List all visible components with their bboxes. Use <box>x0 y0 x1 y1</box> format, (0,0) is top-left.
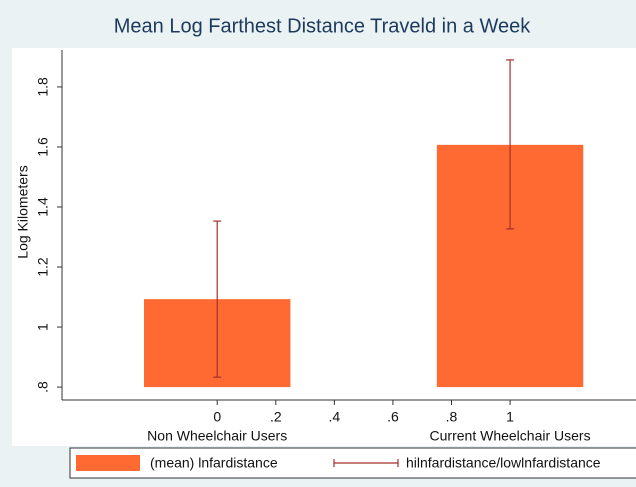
x-tick-label: .6 <box>387 409 399 425</box>
y-axis-label: Log Kilometers <box>15 165 31 258</box>
y-tick-label: 1.6 <box>35 137 51 157</box>
x-tick-label: .8 <box>446 409 458 425</box>
chart-title: Mean Log Farthest Distance Traveld in a … <box>114 15 532 37</box>
x-tick-label: 0 <box>213 409 221 425</box>
legend-label: (mean) lnfardistance <box>150 455 278 471</box>
legend-label: hilnfardistance/lowlnfardistance <box>406 455 601 471</box>
x-tick-label: 1 <box>506 409 514 425</box>
x-tick-label: .2 <box>270 409 282 425</box>
y-tick-label: 1.2 <box>35 257 51 277</box>
category-label: Current Wheelchair Users <box>430 428 591 444</box>
y-tick-label: 1 <box>35 323 51 331</box>
y-tick-label: .8 <box>35 381 51 393</box>
legend-swatch <box>76 455 140 471</box>
y-tick-label: 1.4 <box>35 197 51 217</box>
x-tick-label: .4 <box>329 409 341 425</box>
y-tick-label: 1.8 <box>35 77 51 97</box>
category-label: Non Wheelchair Users <box>147 428 287 444</box>
